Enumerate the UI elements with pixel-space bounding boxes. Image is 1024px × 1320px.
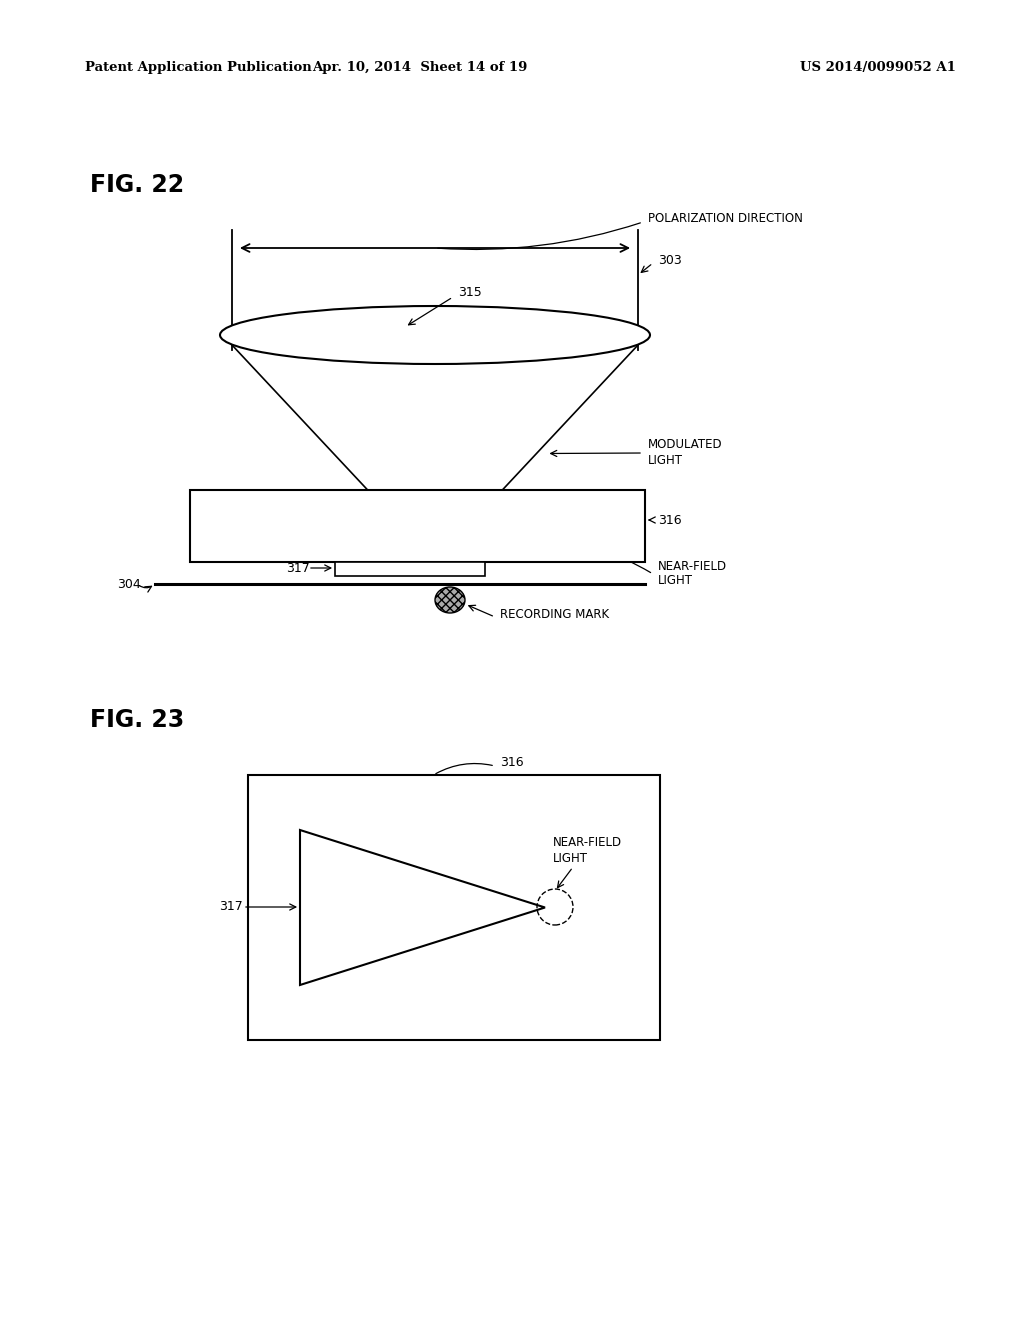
Text: 316: 316: [500, 755, 523, 768]
Text: 315: 315: [458, 286, 481, 300]
Polygon shape: [300, 830, 545, 985]
Text: NEAR-FIELD: NEAR-FIELD: [553, 837, 623, 850]
Text: NEAR-FIELD: NEAR-FIELD: [658, 560, 727, 573]
Text: LIGHT: LIGHT: [553, 853, 588, 866]
Text: LIGHT: LIGHT: [658, 574, 693, 587]
Text: MODULATED: MODULATED: [648, 438, 723, 451]
Text: LIGHT: LIGHT: [648, 454, 683, 467]
Bar: [190, 490, 645, 562]
Text: US 2014/0099052 A1: US 2014/0099052 A1: [800, 62, 955, 74]
Text: Apr. 10, 2014  Sheet 14 of 19: Apr. 10, 2014 Sheet 14 of 19: [312, 62, 527, 74]
Bar: [248, 775, 660, 1040]
Text: 317: 317: [286, 561, 309, 574]
Text: 317: 317: [219, 900, 243, 913]
Text: 304: 304: [117, 578, 140, 590]
Ellipse shape: [220, 306, 650, 364]
Text: FIG. 22: FIG. 22: [90, 173, 184, 197]
Text: FIG. 23: FIG. 23: [90, 708, 184, 733]
Text: 303: 303: [658, 253, 682, 267]
Text: 316: 316: [658, 513, 682, 527]
Ellipse shape: [435, 587, 465, 612]
Text: RECORDING MARK: RECORDING MARK: [500, 609, 609, 622]
Text: Patent Application Publication: Patent Application Publication: [85, 62, 311, 74]
Bar: [335, 562, 485, 576]
Text: POLARIZATION DIRECTION: POLARIZATION DIRECTION: [648, 211, 803, 224]
